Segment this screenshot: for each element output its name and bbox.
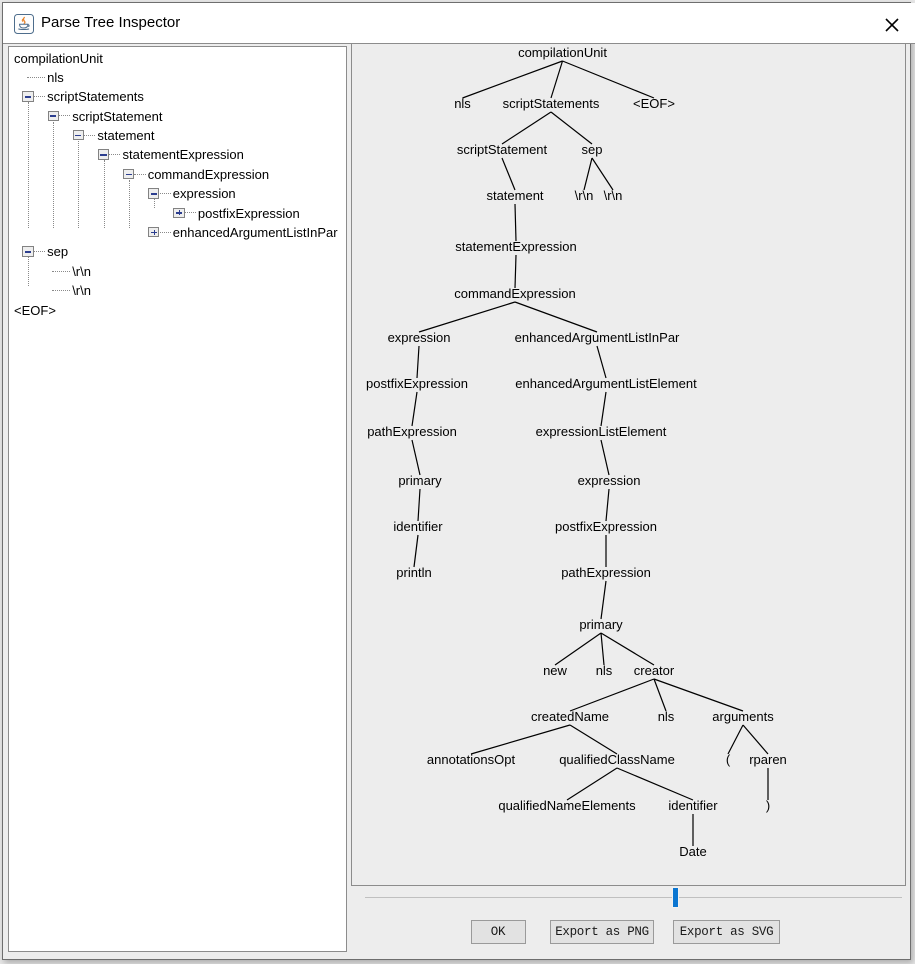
svg-text:pathExpression: pathExpression xyxy=(561,565,651,580)
svg-text:postfixExpression: postfixExpression xyxy=(366,376,468,391)
svg-text:expression: expression xyxy=(578,473,641,488)
svg-text:<EOF>: <EOF> xyxy=(633,96,675,111)
svg-text:println: println xyxy=(396,565,431,580)
svg-text:statement: statement xyxy=(486,188,543,203)
svg-text:identifier: identifier xyxy=(668,798,718,813)
svg-text:primary: primary xyxy=(398,473,442,488)
svg-text:expressionListElement: expressionListElement xyxy=(536,424,667,439)
svg-text:arguments: arguments xyxy=(712,709,774,724)
svg-text:enhancedArgumentListElement: enhancedArgumentListElement xyxy=(515,376,697,391)
svg-text:): ) xyxy=(766,798,770,813)
svg-text:sep: sep xyxy=(582,142,603,157)
svg-text:(: ( xyxy=(726,752,731,767)
svg-text:nls: nls xyxy=(596,663,613,678)
svg-text:scriptStatements: scriptStatements xyxy=(503,96,600,111)
svg-text:nls: nls xyxy=(454,96,471,111)
svg-text:creator: creator xyxy=(634,663,675,678)
svg-text:\r\n: \r\n xyxy=(575,188,594,203)
svg-text:pathExpression: pathExpression xyxy=(367,424,457,439)
svg-text:\r\n: \r\n xyxy=(604,188,623,203)
svg-text:scriptStatement: scriptStatement xyxy=(457,142,548,157)
svg-text:commandExpression: commandExpression xyxy=(454,286,575,301)
svg-text:enhancedArgumentListInPar: enhancedArgumentListInPar xyxy=(515,330,680,345)
svg-text:compilationUnit: compilationUnit xyxy=(518,45,607,60)
svg-text:postfixExpression: postfixExpression xyxy=(555,519,657,534)
svg-text:createdName: createdName xyxy=(531,709,609,724)
svg-text:rparen: rparen xyxy=(749,752,787,767)
svg-text:new: new xyxy=(543,663,567,678)
svg-text:Date: Date xyxy=(679,844,706,859)
svg-text:primary: primary xyxy=(579,617,623,632)
svg-text:expression: expression xyxy=(388,330,451,345)
svg-text:qualifiedNameElements: qualifiedNameElements xyxy=(498,798,636,813)
svg-text:annotationsOpt: annotationsOpt xyxy=(427,752,516,767)
svg-text:identifier: identifier xyxy=(393,519,443,534)
svg-text:qualifiedClassName: qualifiedClassName xyxy=(559,752,675,767)
svg-text:statementExpression: statementExpression xyxy=(455,239,576,254)
svg-text:nls: nls xyxy=(658,709,675,724)
